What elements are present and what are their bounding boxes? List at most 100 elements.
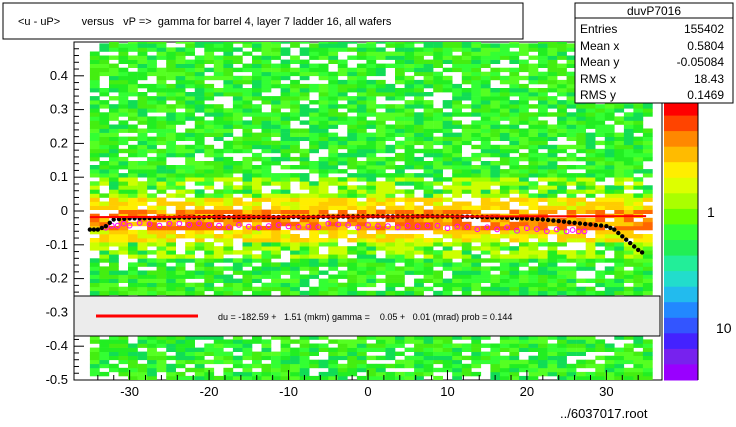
heatmap-cell: [452, 234, 462, 239]
heatmap-cell: [232, 136, 243, 141]
heatmap-cell: [137, 185, 148, 190]
heatmap-cell: [633, 112, 644, 117]
heatmap-cell: [557, 108, 567, 113]
heatmap-cell: [213, 343, 224, 348]
heatmap-cell: [185, 177, 195, 182]
heatmap-cell: [585, 250, 596, 255]
heatmap-cell: [528, 96, 539, 101]
heatmap-cell: [423, 116, 434, 121]
profile-magenta-point: [295, 223, 302, 230]
heatmap-cell: [433, 148, 443, 154]
heatmap-cell: [175, 71, 186, 77]
x-tick-label: -30: [120, 384, 139, 399]
heatmap-cell: [404, 375, 415, 380]
heatmap-cell: [261, 250, 272, 255]
heatmap-cell: [642, 108, 653, 113]
heatmap-cell: [604, 278, 615, 283]
heatmap-cell: [223, 359, 234, 365]
heatmap-cell: [137, 67, 148, 73]
heatmap-cell: [166, 71, 176, 77]
heatmap-cell: [252, 201, 262, 206]
heatmap-cell: [433, 43, 443, 48]
heatmap-cell: [547, 242, 558, 247]
heatmap-cell: [194, 120, 205, 125]
heatmap-cell: [137, 335, 148, 340]
heatmap-cell: [128, 177, 138, 182]
heatmap-cell: [375, 229, 386, 235]
heatmap-cell: [356, 148, 367, 154]
heatmap-cell: [442, 359, 453, 365]
heatmap-cell: [261, 270, 272, 275]
heatmap-cell: [128, 290, 138, 296]
heatmap-cell: [232, 108, 243, 113]
heatmap-cell: [414, 148, 424, 154]
heatmap-cell: [528, 254, 539, 259]
heatmap-cell: [290, 59, 300, 64]
heatmap-cell: [528, 201, 539, 206]
heatmap-cell: [318, 165, 329, 170]
heatmap-cell: [328, 108, 339, 113]
heatmap-cell: [423, 274, 434, 279]
heatmap-cell: [147, 347, 157, 352]
heatmap-cell: [232, 100, 243, 105]
heatmap-cell: [395, 63, 405, 68]
heatmap-cell: [547, 43, 558, 48]
heatmap-cell: [299, 278, 310, 283]
heatmap-cell: [166, 128, 176, 133]
heatmap-cell: [557, 92, 567, 97]
heatmap-cell: [633, 165, 644, 170]
heatmap-cell: [166, 144, 176, 150]
heatmap-cell: [499, 169, 510, 174]
heatmap-cell: [166, 242, 176, 247]
heatmap-cell: [299, 355, 310, 361]
heatmap-cell: [566, 92, 577, 97]
heatmap-cell: [375, 246, 386, 251]
heatmap-cell: [480, 169, 491, 174]
heatmap-cell: [471, 225, 482, 231]
heatmap-cell: [290, 274, 300, 279]
heatmap-cell: [395, 343, 405, 348]
heatmap-cell: [414, 205, 424, 210]
heatmap-cell: [147, 96, 157, 101]
heatmap-cell: [509, 185, 520, 190]
heatmap-cell: [576, 209, 586, 214]
heatmap-cell: [604, 136, 615, 141]
heatmap-cell: [89, 88, 100, 93]
heatmap-cell: [109, 63, 119, 68]
heatmap-cell: [395, 339, 405, 344]
heatmap-cell: [452, 254, 462, 259]
heatmap-cell: [328, 136, 339, 141]
heatmap-cell: [490, 144, 501, 150]
heatmap-cell: [414, 104, 424, 109]
heatmap-cell: [471, 185, 482, 190]
heatmap-cell: [175, 116, 186, 121]
heatmap-cell: [375, 201, 386, 206]
heatmap-cell: [414, 258, 424, 263]
heatmap-cell: [414, 335, 424, 340]
heatmap-cell: [109, 266, 119, 271]
heatmap-cell: [519, 274, 529, 279]
heatmap-cell: [519, 132, 529, 137]
heatmap-cell: [490, 71, 501, 77]
heatmap-cell: [223, 173, 234, 178]
heatmap-cell: [175, 165, 186, 170]
heatmap-cell: [528, 266, 539, 271]
heatmap-cell: [118, 59, 129, 64]
heatmap-cell: [337, 136, 348, 141]
heatmap-cell: [175, 92, 186, 97]
heatmap-cell: [242, 169, 253, 174]
heatmap-cell: [89, 104, 100, 109]
heatmap-cell: [213, 165, 224, 170]
heatmap-cell: [356, 335, 367, 340]
heatmap-cell: [194, 83, 205, 89]
heatmap-cell: [614, 375, 625, 380]
heatmap-cell: [252, 197, 262, 202]
heatmap-cell: [614, 205, 625, 210]
heatmap-cell: [375, 63, 386, 68]
heatmap-cell: [433, 355, 443, 361]
heatmap-cell: [271, 278, 281, 283]
heatmap-cell: [261, 75, 272, 81]
heatmap-cell: [156, 42, 167, 44]
heatmap-cell: [366, 43, 377, 48]
heatmap-cell: [576, 254, 586, 259]
